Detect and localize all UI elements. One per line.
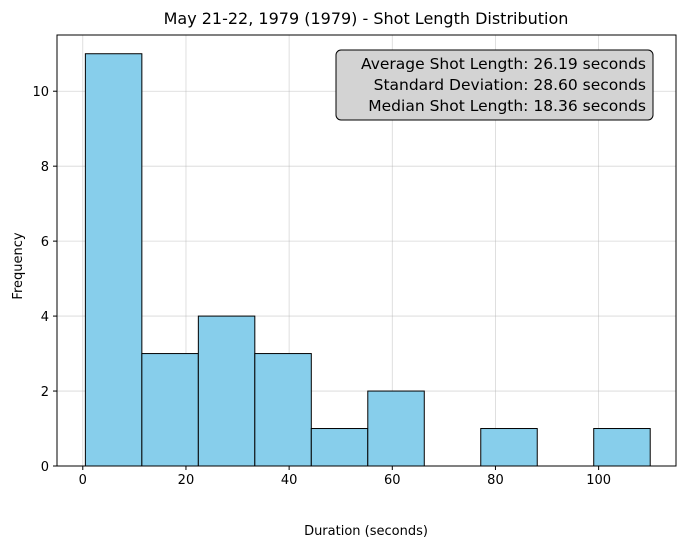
y-tick-label: 0 — [41, 460, 49, 475]
histogram-bar — [310, 428, 369, 467]
y-tick-label: 2 — [41, 385, 49, 400]
x-tick-label: 80 — [487, 473, 504, 488]
histogram-bar — [254, 353, 312, 467]
y-tick-label: 6 — [41, 235, 49, 250]
histogram-bar — [197, 315, 256, 467]
x-tick-label: 40 — [281, 473, 298, 488]
plot-area: 0 20 40 60 80 100 0 2 4 6 8 10 Average Shot Length: … — [32, 34, 677, 488]
x-tick-label: 60 — [384, 473, 401, 488]
y-tick-label: 8 — [41, 160, 49, 175]
histogram-bar — [480, 428, 538, 467]
y-axis-label: Frequency — [11, 232, 26, 299]
histogram-bar — [141, 353, 199, 467]
histogram-bar — [367, 390, 425, 467]
stats-line: Average Shot Length: 26.19 seconds — [361, 55, 646, 73]
histogram-bar — [593, 428, 651, 467]
y-tick-label: 4 — [41, 310, 49, 325]
x-tick-label: 100 — [586, 473, 611, 488]
x-axis-label: Duration (seconds) — [304, 524, 428, 539]
x-tick-label: 0 — [79, 473, 87, 488]
chart-title: May 21-22, 1979 (1979) - Shot Length Dis… — [164, 9, 569, 28]
y-tick-label: 10 — [32, 85, 49, 100]
stats-line: Standard Deviation: 28.60 seconds — [374, 76, 646, 94]
x-tick-label: 20 — [178, 473, 195, 488]
axes-frame — [56, 34, 677, 467]
stats-line: Median Shot Length: 18.36 seconds — [368, 97, 646, 115]
stats-box — [335, 49, 654, 121]
histogram-bar — [84, 53, 143, 467]
